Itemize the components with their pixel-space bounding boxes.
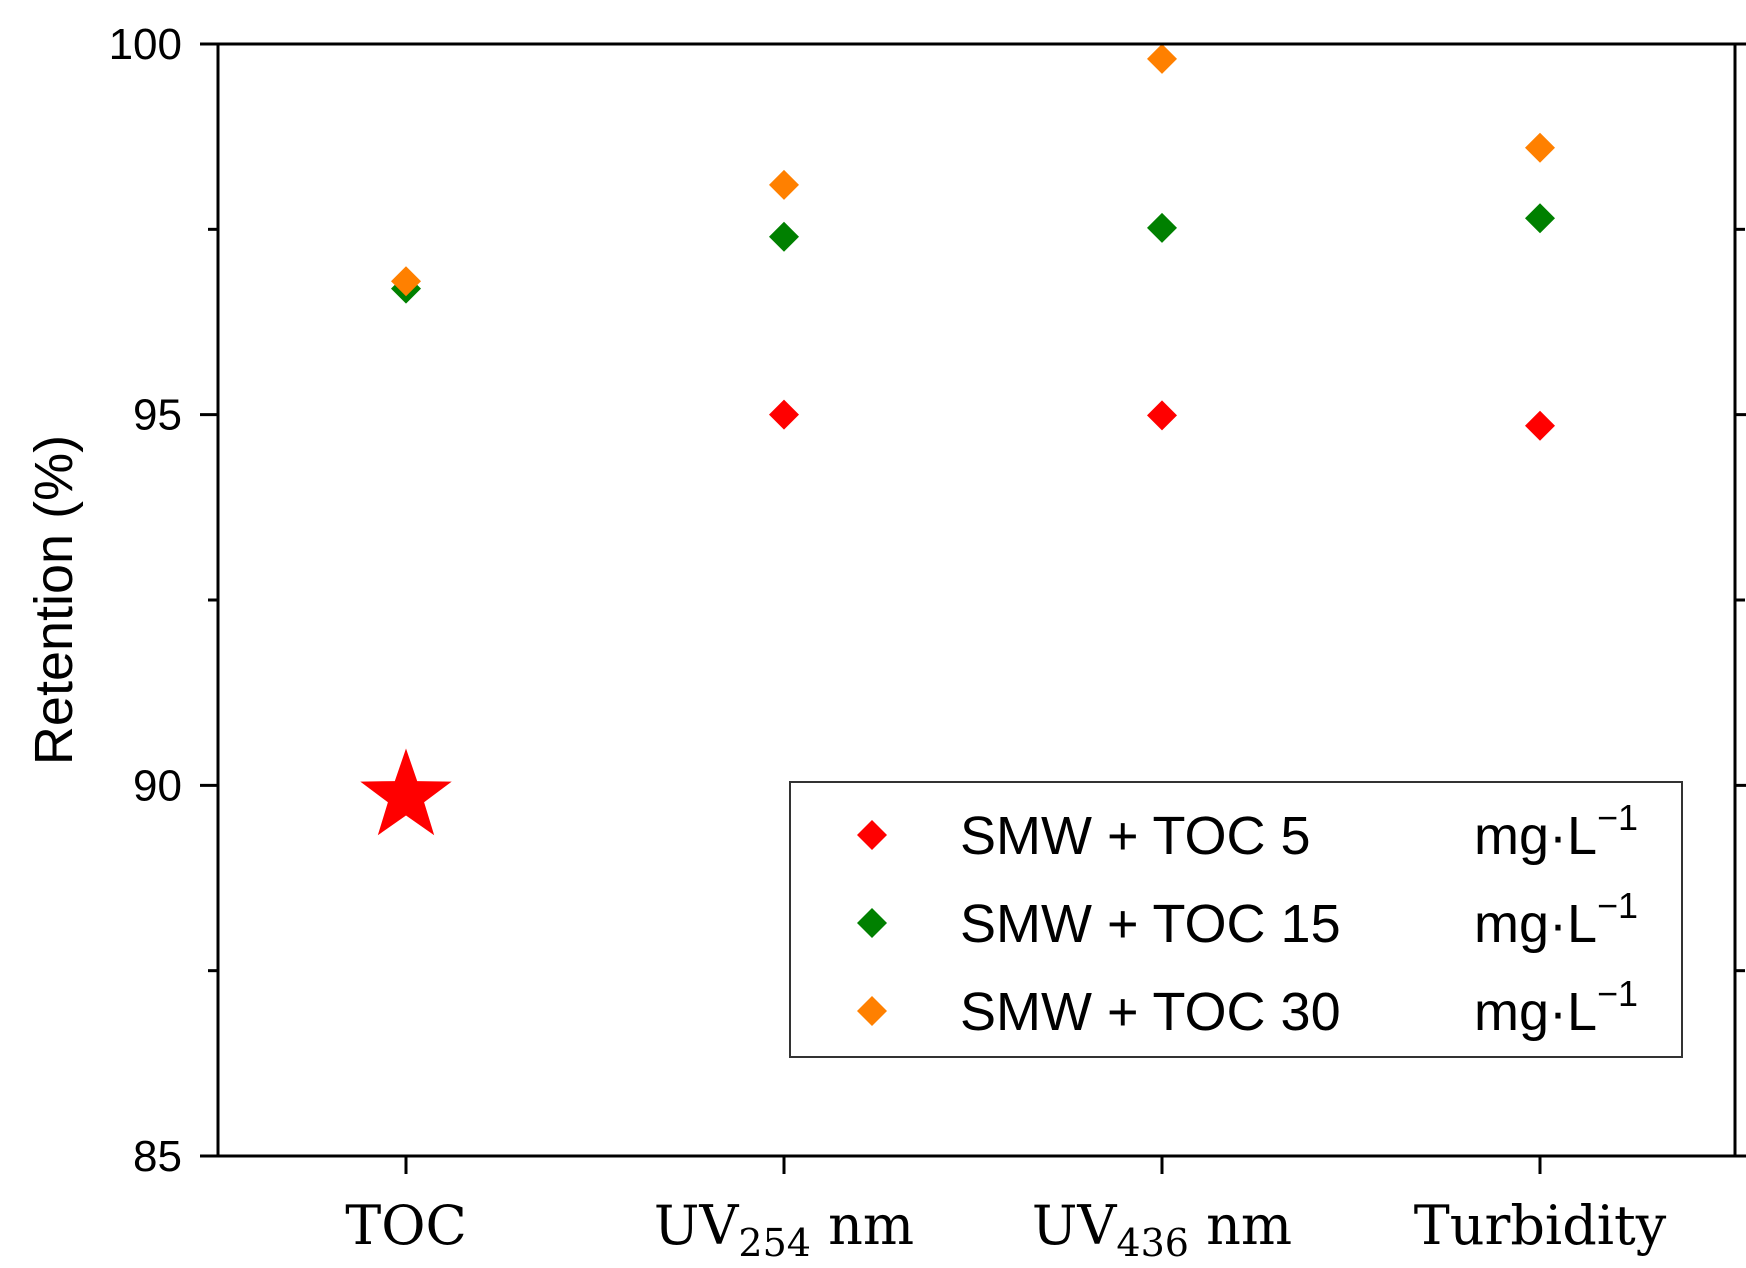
x-tick-label: Turbidity	[1414, 1194, 1667, 1257]
legend-marker	[857, 996, 887, 1026]
legend-unit: mg·L−1	[1474, 973, 1638, 1042]
data-marks	[360, 43, 1555, 836]
star-marker	[360, 748, 452, 836]
legend-box	[789, 781, 1683, 1058]
y-tick-labels: 85 90 95 100	[109, 20, 182, 1181]
y-tick-label: 100	[109, 20, 182, 69]
data-point	[391, 266, 421, 297]
data-point	[1147, 43, 1177, 74]
x-tick-label: UV436 nm	[1032, 1194, 1292, 1265]
data-point	[769, 399, 799, 430]
y-tick-label: 90	[133, 761, 182, 810]
data-point	[1525, 203, 1555, 234]
legend-unit: mg·L−1	[1474, 797, 1638, 866]
legend: SMW + TOC 5 mg·L−1 SMW + TOC 15 mg·L−1 SMW +…	[789, 781, 1683, 1058]
legend-marker	[857, 908, 887, 938]
x-tick-label: TOC	[345, 1194, 467, 1257]
y-tick-label: 85	[133, 1132, 182, 1181]
legend-label: SMW + TOC 5	[960, 806, 1311, 866]
legend-label: SMW + TOC 30	[960, 982, 1341, 1042]
legend-label: SMW + TOC 15	[960, 894, 1341, 954]
ticks-layer	[200, 42, 1746, 1174]
data-point	[1525, 132, 1555, 163]
data-point	[769, 169, 799, 200]
x-tick-label: UV254 nm	[654, 1194, 914, 1265]
data-point	[769, 221, 799, 252]
data-point	[1525, 410, 1555, 441]
data-point	[1147, 212, 1177, 243]
data-point	[1147, 400, 1177, 431]
legend-unit: mg·L−1	[1474, 885, 1638, 954]
y-tick-label: 95	[133, 391, 182, 440]
y-axis-label: Retention (%)	[24, 435, 84, 765]
plot-area-frame	[216, 42, 1737, 1158]
x-tick-labels: TOC UV254 nm UV436 nm Turbidity	[345, 1194, 1667, 1265]
legend-marker	[857, 820, 887, 850]
